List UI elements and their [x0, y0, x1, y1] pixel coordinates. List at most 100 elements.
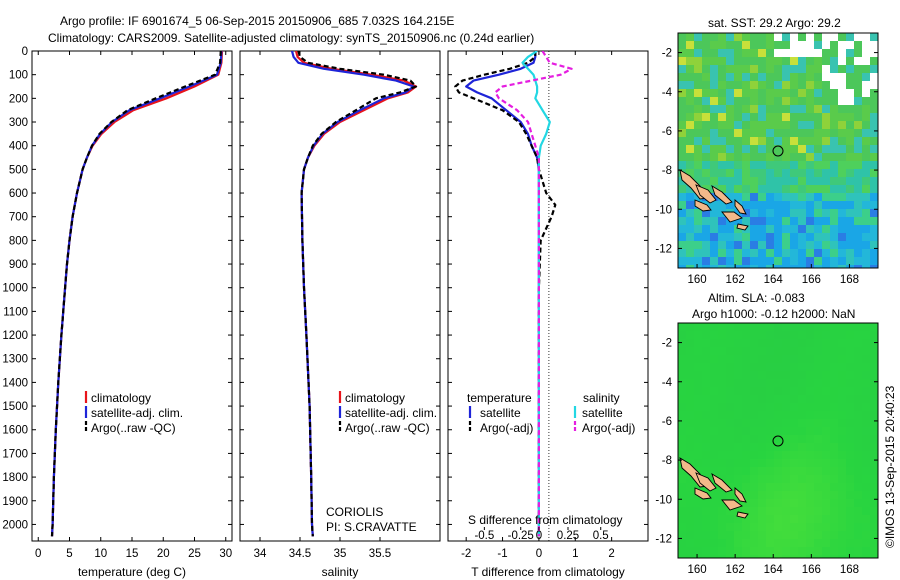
map-cell: [758, 419, 766, 427]
map-cell: [678, 347, 686, 355]
legend-label-satellite: satellite-adj. clim.: [91, 406, 183, 420]
map-cell: [830, 201, 838, 209]
map-cell: [702, 539, 710, 547]
map-cell: [838, 249, 846, 257]
map-cell: [750, 467, 758, 475]
map-cell: [734, 347, 742, 355]
map-cell: [734, 161, 742, 169]
map-cell: [846, 209, 854, 217]
map-x-tick-label: 168: [840, 564, 859, 576]
map-cell: [742, 355, 750, 363]
map-cell: [726, 89, 734, 97]
map-cell: [750, 419, 758, 427]
map-cell: [734, 233, 742, 241]
map-cell: [702, 395, 710, 403]
map-cell: [790, 547, 798, 555]
map-cell: [766, 265, 774, 268]
map-cell: [734, 81, 742, 89]
island-guadalcanal: [721, 499, 743, 511]
map-cell: [774, 411, 782, 419]
map-cell: [798, 193, 806, 201]
map-cell: [710, 145, 718, 153]
map-cell: [798, 403, 806, 411]
map-cell: [854, 201, 862, 209]
map-cell: [742, 475, 750, 483]
map-cell: [814, 451, 822, 459]
map-cell: [798, 499, 806, 507]
map-y-tick-label: -2: [662, 338, 672, 350]
map-cell: [806, 241, 814, 249]
depth-axis: 0100200300400500600700800900100011001200…: [2, 46, 232, 531]
map-cell: [846, 347, 854, 355]
map-cell: [854, 129, 862, 137]
map-cell: [686, 265, 694, 268]
map-cell: [806, 347, 814, 355]
map-cell: [790, 89, 798, 97]
map-cell: [814, 97, 822, 105]
map-cell: [814, 419, 822, 427]
map-cell: [870, 137, 878, 145]
map-cell: [734, 379, 742, 387]
map-cell: [766, 209, 774, 217]
map-cell: [790, 193, 798, 201]
map-y-tick-label: -8: [662, 165, 672, 177]
map-cell: [854, 459, 862, 467]
map-cell: [822, 209, 830, 217]
map-cell: [870, 555, 878, 558]
map-cell: [718, 137, 726, 145]
map-cell: [758, 355, 766, 363]
map-cell: [750, 249, 758, 257]
map-cell: [806, 323, 814, 331]
map-cell: [846, 73, 854, 81]
map-cell: [830, 323, 838, 331]
map-cell: [734, 185, 742, 193]
map-cell: [790, 249, 798, 257]
map-cell: [710, 161, 718, 169]
map-cell: [774, 531, 782, 539]
map-cell: [742, 467, 750, 475]
map-cell: [766, 225, 774, 233]
map-cell: [774, 379, 782, 387]
map-cell: [790, 347, 798, 355]
map-cell: [806, 427, 814, 435]
map-cell: [806, 257, 814, 265]
island-new-georgia: [694, 199, 712, 212]
salinity-xlabel: salinity: [322, 565, 359, 579]
map-cell: [774, 33, 782, 41]
map-cell: [870, 193, 878, 201]
map-cell: [750, 65, 758, 73]
map-cell: [790, 41, 798, 49]
map-cell: [782, 129, 790, 137]
map-cell: [774, 257, 782, 265]
map-cell: [718, 57, 726, 65]
map-cell: [750, 57, 758, 65]
map-cell: [806, 499, 814, 507]
map-cell: [790, 539, 798, 547]
map-cell: [774, 113, 782, 121]
map-y-tick-label: -4: [662, 87, 673, 99]
map-cell: [750, 411, 758, 419]
map-cell: [678, 387, 686, 395]
map-cell: [758, 547, 766, 555]
map-cell: [678, 547, 686, 555]
map-cell: [742, 193, 750, 201]
map-cell: [798, 467, 806, 475]
map-cell: [854, 427, 862, 435]
map-cell: [694, 427, 702, 435]
map-cell: [862, 483, 870, 491]
map-x-tick-label: 166: [802, 274, 821, 286]
map-cell: [726, 161, 734, 169]
map-cell: [870, 233, 878, 241]
map-cell: [758, 57, 766, 65]
map-cell: [758, 217, 766, 225]
map-cell: [710, 499, 718, 507]
map-cell: [718, 531, 726, 539]
map-cell: [750, 451, 758, 459]
map-cell: [830, 507, 838, 515]
map-cell: [766, 411, 774, 419]
map-cell: [782, 371, 790, 379]
map-cell: [854, 419, 862, 427]
difference-legend: temperature salinity satellite Argo(-adj…: [467, 391, 635, 435]
map-cell: [718, 265, 726, 268]
map-cell: [726, 113, 734, 121]
